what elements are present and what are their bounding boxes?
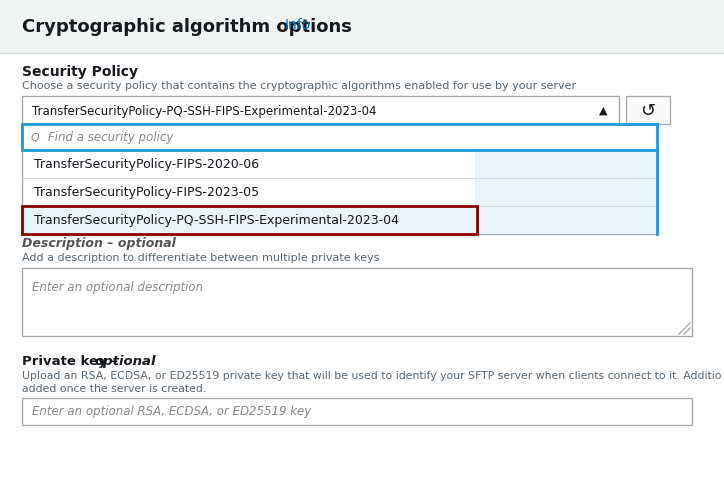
Text: Choose a security policy that contains the cryptographic algorithms enabled for : Choose a security policy that contains t… [22, 81, 576, 91]
Text: Info: Info [285, 18, 311, 32]
Bar [22, 207, 477, 235]
Bar [626, 97, 670, 125]
Text: Enter an optional RSA, ECDSA, or ED25519 key: Enter an optional RSA, ECDSA, or ED25519… [32, 405, 311, 418]
Bar [22, 398, 692, 425]
Text: TransferSecurityPolicy-PQ-SSH-FIPS-Experimental-2023-04: TransferSecurityPolicy-PQ-SSH-FIPS-Exper… [34, 214, 399, 227]
Text: TransferSecurityPolicy-FIPS-2023-05: TransferSecurityPolicy-FIPS-2023-05 [34, 186, 259, 199]
Bar [22, 125, 657, 151]
Text: Cryptographic algorithm options: Cryptographic algorithm options [22, 18, 352, 36]
Text: ▲: ▲ [599, 106, 607, 116]
Bar [0, 0, 724, 55]
Text: Enter an optional description: Enter an optional description [32, 280, 203, 293]
Text: optional: optional [95, 354, 156, 367]
Text: Upload an RSA, ECDSA, or ED25519 private key that will be used to identify your : Upload an RSA, ECDSA, or ED25519 private… [22, 370, 722, 380]
Text: Q: Q [30, 133, 39, 143]
Text: ↺: ↺ [641, 102, 655, 120]
Text: Description – optional: Description – optional [22, 237, 176, 249]
Text: Private key –: Private key – [22, 354, 122, 367]
Text: TransferSecurityPolicy-PQ-SSH-FIPS-Experimental-2023-04: TransferSecurityPolicy-PQ-SSH-FIPS-Exper… [32, 104, 376, 117]
Text: Add a description to differentiate between multiple private keys: Add a description to differentiate betwe… [22, 253, 379, 262]
Bar [475, 151, 657, 235]
Text: TransferSecurityPolicy-FIPS-2020-06: TransferSecurityPolicy-FIPS-2020-06 [34, 158, 259, 171]
Bar [22, 151, 657, 235]
Text: Find a security policy: Find a security policy [48, 131, 173, 144]
Text: added once the server is created.: added once the server is created. [22, 383, 206, 393]
Bar [22, 97, 619, 125]
Text: Security Policy: Security Policy [22, 65, 138, 79]
Bar [22, 269, 692, 336]
